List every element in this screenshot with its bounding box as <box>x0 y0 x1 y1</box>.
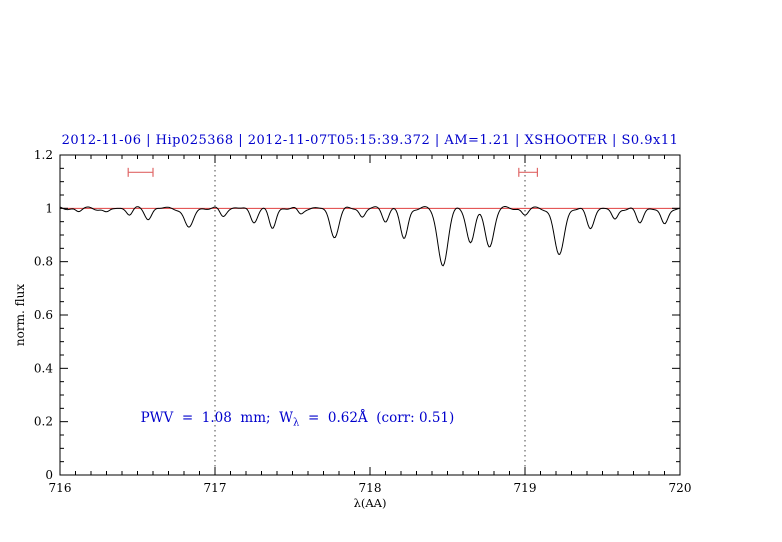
y-tick-label: 1.2 <box>34 148 53 162</box>
y-tick-label: 1 <box>45 201 53 215</box>
x-axis-label: λ(AA) <box>353 496 387 510</box>
y-tick-label: 0.6 <box>34 308 53 322</box>
range-marker <box>518 167 539 177</box>
x-tick-label: 717 <box>204 481 227 495</box>
y-axis-label: norm. flux <box>13 283 27 347</box>
spectrum-line <box>59 206 681 267</box>
pwv-annotation-sub: λ <box>293 417 300 429</box>
axis-ticks <box>59 154 681 476</box>
y-tick-label: 0.2 <box>34 415 53 429</box>
pwv-annotation-part1: PWV = 1.08 mm; W <box>140 409 294 426</box>
range-marker <box>127 167 154 177</box>
y-tick-label: 0.4 <box>34 361 53 375</box>
x-tick-label: 720 <box>669 481 692 495</box>
x-tick-label: 716 <box>49 481 72 495</box>
x-tick-label: 719 <box>514 481 537 495</box>
y-tick-label: 0 <box>45 468 53 482</box>
plot-title: 2012-11-06 | Hip025368 | 2012-11-07T05:1… <box>61 133 679 148</box>
pwv-annotation: PWV = 1.08 mm; Wλ = 0.62Å (corr: 0.51) <box>141 410 455 429</box>
x-tick-label: 718 <box>359 481 382 495</box>
tick-labels: 716 717 718 719 720 0 0.2 0.4 0.6 0.8 1 1.2 <box>34 148 692 495</box>
y-tick-label: 0.8 <box>34 255 53 269</box>
pwv-annotation-part2: = 0.62Å (corr: 0.51) <box>299 409 455 426</box>
